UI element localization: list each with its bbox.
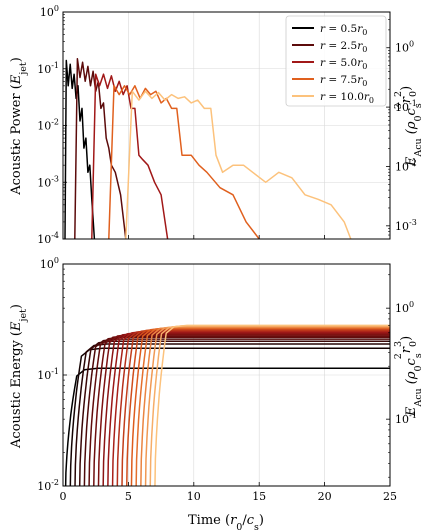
energy-line-r-5.5	[111, 330, 390, 486]
acoustic-energy-x-ticks: 0 5 10 15 20 25	[60, 482, 397, 503]
acoustic-power-x-ticks	[62, 235, 391, 239]
x-tick-label: 10	[187, 490, 201, 503]
acoustic-energy-series	[64, 324, 390, 486]
y-tick-label: 10-3	[37, 174, 59, 189]
legend-label: r = 2.5r0	[320, 40, 367, 54]
power-line-r-2.5	[74, 58, 127, 239]
energy-line-r-7	[126, 328, 390, 486]
legend-label: r = 5.0r0	[320, 57, 367, 71]
acoustic-energy-y-ticks: 100 10-1 10-2	[37, 256, 67, 493]
x-tick-label: 15	[252, 490, 266, 503]
legend: r = 0.5r0 r = 2.5r0 r = 5.0r0 r = 7.5r0 r = …	[285, 15, 387, 107]
x-tick-label: 5	[125, 490, 132, 503]
energy-line-r-0.5	[64, 367, 390, 486]
y-tick-label: 100	[40, 4, 59, 19]
acoustic-power-right-y-label: EAcu (ρ0cs3r02)	[393, 86, 424, 167]
acoustic-power-panel: 100 10-1 10-2 10-3 10-4 100 10-1 10-2 10-3 Acou…	[9, 4, 424, 246]
acoustic-energy-grid	[63, 264, 390, 486]
energy-line-r-3	[88, 336, 390, 486]
energy-line-r-8	[135, 326, 390, 486]
energy-line-r-5	[107, 331, 390, 486]
acoustic-energy-y-label: Acoustic Energy (Ejet)	[9, 304, 29, 449]
y-tick-label: 10-1	[37, 61, 59, 76]
acoustic-energy-right-y-label: EAcu (ρ0cs2r03)	[393, 336, 424, 417]
energy-line-r-9.5	[149, 325, 390, 486]
y2-tick-label: 100	[395, 300, 414, 315]
y2-tick-label: 10-1	[395, 99, 417, 114]
acoustic-power-y-label-dot: ·	[14, 141, 19, 156]
energy-line-r-8.5	[140, 326, 390, 486]
y2-tick-label: 100	[395, 40, 414, 55]
acoustic-power-y-ticks: 100 10-1 10-2 10-3 10-4	[37, 4, 67, 246]
energy-line-r-2.5	[83, 338, 390, 486]
acoustic-power-series	[64, 58, 352, 239]
acoustic-energy-panel: 0 5 10 15 20 25 100 10-1 10-2 100 10-1 Acoustic …	[9, 256, 424, 532]
y-tick-label: 100	[40, 256, 59, 271]
y-tick-label: 10-1	[37, 367, 59, 382]
energy-line-r-1	[69, 347, 390, 486]
power-line-r-10	[125, 90, 352, 239]
time-x-label: Time (r0/cs)	[188, 513, 264, 532]
y-tick-label: 10-2	[37, 478, 59, 493]
y2-tick-label: 10-2	[395, 158, 417, 173]
legend-label: r = 0.5r0	[320, 23, 367, 37]
acoustic-power-right-y-ticks: 100 10-1 10-2 10-3	[386, 19, 417, 240]
y2-tick-label: 10-3	[395, 218, 417, 233]
x-tick-label: 25	[383, 490, 397, 503]
energy-line-r-1.5	[74, 343, 390, 486]
energy-line-r-4	[97, 333, 390, 486]
energy-line-r-10	[154, 324, 390, 486]
energy-line-r-4.5	[102, 332, 390, 486]
power-line-r-7.5	[108, 85, 260, 239]
energy-line-r-6.5	[121, 329, 390, 486]
acoustic-energy-right-y-ticks: 100 10-1	[386, 274, 417, 478]
power-line-r-5	[91, 73, 169, 239]
y-tick-label: 10-4	[37, 231, 59, 246]
x-tick-label: 0	[60, 490, 67, 503]
power-line-r-0.5	[64, 59, 96, 239]
energy-line-r-6	[116, 329, 390, 486]
energy-line-r-3.5	[93, 335, 390, 486]
y-tick-label: 10-2	[37, 118, 59, 133]
energy-line-r-2	[78, 340, 390, 486]
legend-box	[285, 15, 387, 107]
x-tick-label: 20	[318, 490, 332, 503]
y2-tick-label: 10-1	[395, 411, 417, 426]
legend-label: r = 7.5r0	[320, 74, 367, 88]
energy-line-r-7.5	[130, 327, 390, 486]
energy-line-r-9	[144, 325, 390, 486]
acoustic-power-y-label: Acoustic Power (Ejet)	[9, 57, 29, 196]
legend-label: r = 10.0r0	[320, 91, 374, 105]
